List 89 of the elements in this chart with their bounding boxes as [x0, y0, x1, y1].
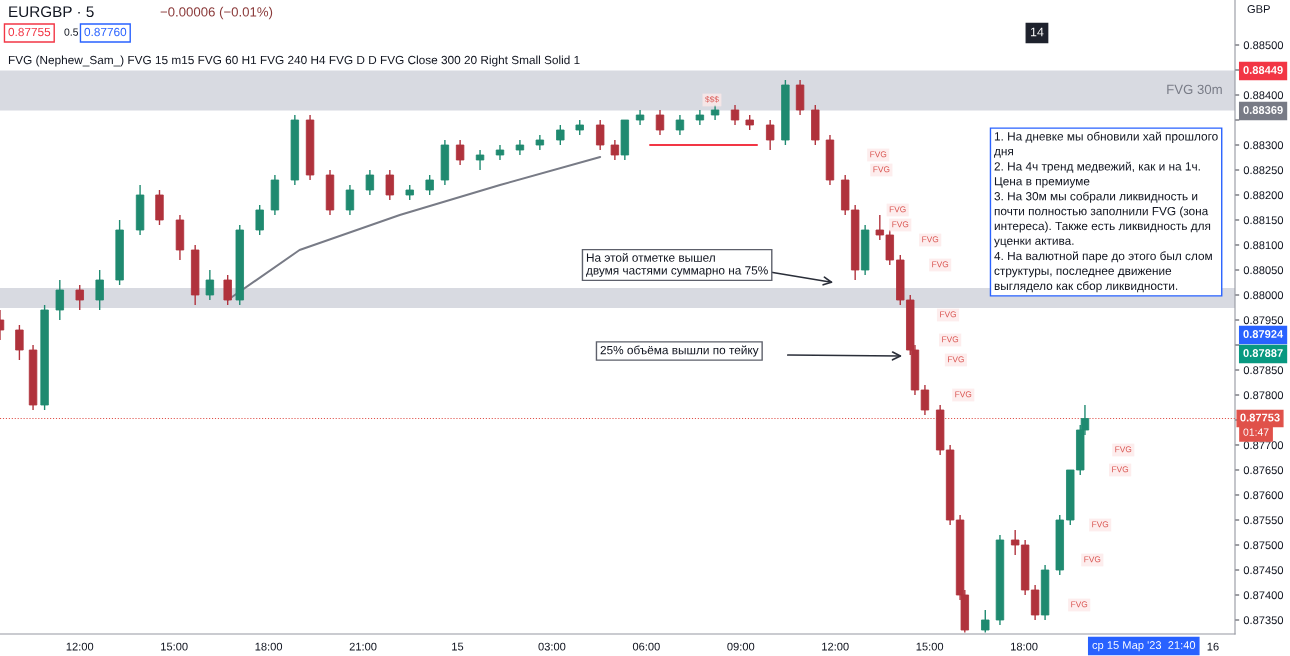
x-tick-label: 03:00: [538, 642, 566, 651]
text: 0.87924: [1243, 330, 1284, 338]
y-tick-label: 0.88250: [1243, 166, 1284, 175]
annotation: $$$: [705, 95, 719, 103]
candlestick: [765, 119, 775, 151]
candlestick: [455, 139, 465, 166]
candlestick: [655, 109, 665, 136]
x-tick-label: 12:00: [822, 642, 849, 651]
candlestick: [981, 609, 990, 634]
x-tick-label: 09:00: [727, 642, 755, 651]
y-tick-label: 0.88050: [1243, 266, 1284, 275]
y-tick-label: 0.88300: [1243, 141, 1284, 150]
x-tick-label: 16: [1207, 642, 1219, 651]
x-tick-label: 12:00: [66, 642, 94, 651]
y-tick-label: 0.87850: [1243, 366, 1284, 375]
candlestick: [475, 149, 485, 171]
annotation: FVG: [1115, 446, 1132, 453]
candlestick: [675, 114, 685, 136]
y-tick-label: 0.87650: [1243, 466, 1284, 475]
x-tick-label: 06:00: [632, 642, 660, 651]
annotation: FVG: [1071, 601, 1088, 608]
candlestick: [55, 279, 65, 321]
y-tick-label: 0.87700: [1243, 441, 1284, 450]
annotation: FVG: [955, 391, 972, 398]
annotation: 14: [1030, 27, 1044, 37]
annotation: FVG: [1092, 521, 1109, 528]
x-tick-label: 18:00: [255, 642, 283, 651]
candlestick: [223, 274, 232, 306]
annotation: FVG: [942, 336, 959, 343]
candlestick: [75, 284, 84, 311]
chart-title: EURGBP · 5: [9, 6, 94, 18]
y-tick-label: 0.87500: [1243, 541, 1284, 550]
annotation: На этой отметке вышел двумя частями суммарно на 75%: [586, 252, 768, 277]
y-tick-label: 0.88500: [1243, 41, 1284, 50]
text: 0.88449: [1243, 66, 1283, 74]
y-tick-label: 0.88000: [1243, 291, 1284, 300]
x-tick-label: 15: [452, 642, 464, 651]
text: ср 15 Мар '23 21:40: [1092, 641, 1196, 652]
candlestick: [345, 184, 355, 216]
y-tick-label: 0.87400: [1243, 591, 1284, 600]
text: FVG (Nephew_Sam_) FVG 15 m15 FVG 60 H1 FVG 240 H4 FVG D D FVG Close 300 20 Right Small Solid 1: [8, 55, 580, 67]
annotation: FVG: [889, 206, 906, 213]
y-tick-label: 0.87950: [1243, 316, 1284, 325]
candlestick: [15, 324, 24, 361]
x-tick-label: 18:00: [1011, 642, 1038, 651]
candlestick: [365, 169, 375, 196]
band-label: FVG 30m: [1167, 84, 1222, 95]
annotation: FVG: [940, 311, 956, 318]
text: 0.88369: [1243, 106, 1283, 114]
ref-line-label: 0.87753: [1240, 413, 1280, 422]
candlestick: [730, 104, 740, 126]
annotation: 0.5: [64, 28, 79, 36]
candlestick: [205, 269, 215, 301]
y-tick-label: 0.88400: [1243, 91, 1284, 100]
text: 01:47: [1243, 428, 1269, 436]
y-tick-label: 0.87550: [1243, 516, 1284, 525]
candlestick: [425, 174, 434, 196]
x-tick-label: 21:00: [349, 642, 377, 651]
annotation: 0.87760: [84, 27, 127, 37]
annotation: FVG: [948, 356, 964, 363]
annotation: FVG: [870, 151, 887, 158]
candlestick: [610, 139, 620, 161]
annotation: FVG: [1112, 466, 1129, 473]
y-tick-label: 0.88200: [1243, 191, 1284, 200]
annotation: FVG: [892, 221, 909, 228]
candlestick: [920, 384, 930, 416]
text: GBP: [1247, 5, 1270, 13]
x-tick-label: 15:00: [161, 642, 188, 651]
annotation: FVG: [932, 261, 949, 268]
y-tick-label: 0.87800: [1243, 391, 1284, 400]
y-tick-label: 0.88100: [1243, 241, 1284, 250]
y-tick-label: 0.87600: [1243, 491, 1284, 500]
annotation: 25% объёма вышли по тейку: [600, 345, 759, 357]
candlestick: [255, 204, 264, 236]
y-tick-label: 0.88150: [1243, 216, 1284, 225]
candlestick: [385, 169, 394, 201]
annotation: 0.87755: [8, 27, 51, 37]
x-tick-label: 15:00: [916, 642, 944, 651]
annotation: FVG: [922, 236, 939, 243]
annotation: FVG: [1084, 556, 1101, 563]
y-tick-label: 0.87450: [1243, 566, 1284, 575]
candlestick: [595, 119, 605, 151]
text: 0.87887: [1243, 349, 1283, 357]
candlestick: [95, 269, 104, 311]
annotation: FVG: [873, 166, 890, 173]
y-tick-label: 0.87350: [1243, 616, 1284, 625]
candlestick: [556, 124, 565, 146]
annotation: −0.00006 (−0.01%): [160, 6, 273, 20]
text: 1. На дневке мы обновили хай прошлого дня 2. На 4ч тренд медвежий, как и на 1ч. Цена в премиуме 3. На 30м мы собрали ликвидность и почти полностью заполнили FVG (зона интереса). Также есть ликвидность для уценки актива. 4. На валютной паре до этого был слом структуры, последнее движение выглядело как сбор ликвидности.: [994, 131, 1218, 293]
